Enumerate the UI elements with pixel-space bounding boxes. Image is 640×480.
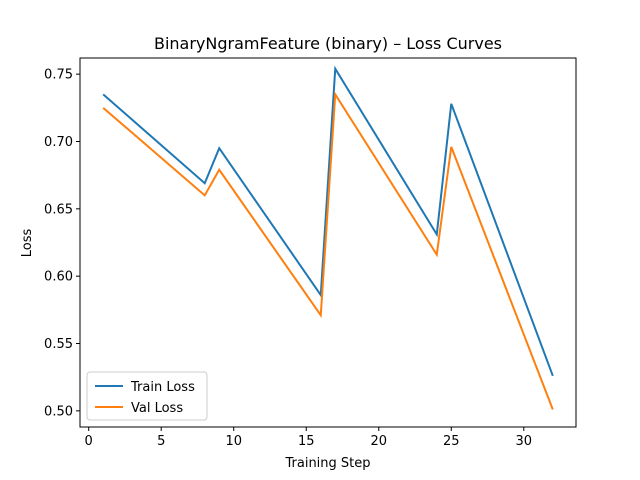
axes-frame (79, 57, 577, 428)
x-tick-label: 25 (443, 434, 460, 449)
series-line-val-loss (102, 91, 554, 410)
legend-label-val-loss: Val Loss (131, 401, 183, 416)
y-tick-label: 0.55 (44, 337, 73, 352)
x-axis-label: Training Step (284, 456, 370, 471)
x-tick-label: 30 (516, 434, 533, 449)
series-layer (102, 65, 554, 410)
y-tick-label: 0.70 (44, 135, 73, 150)
legend: Train Loss Val Loss (86, 371, 208, 421)
x-tick-label: 0 (85, 434, 93, 449)
legend-label-train-loss: Train Loss (130, 380, 195, 395)
plot-area (79, 57, 577, 428)
x-axis-ticks: 0 5 10 15 20 25 30 (85, 427, 533, 449)
y-tick-label: 0.75 (44, 68, 73, 83)
y-tick-label: 0.65 (44, 202, 73, 217)
series-line-train-loss (102, 65, 554, 377)
y-tick-label: 0.50 (44, 404, 73, 419)
chart-title: BinaryNgramFeature (binary) – Loss Curve… (154, 34, 502, 53)
x-tick-label: 20 (370, 434, 387, 449)
x-tick-label: 10 (225, 434, 242, 449)
y-axis-ticks: 0.50 0.55 0.60 0.65 0.70 0.75 (44, 68, 80, 419)
y-axis-label: Loss (20, 229, 35, 258)
y-tick-label: 0.60 (44, 270, 73, 285)
x-tick-label: 5 (157, 434, 165, 449)
x-tick-label: 15 (298, 434, 315, 449)
